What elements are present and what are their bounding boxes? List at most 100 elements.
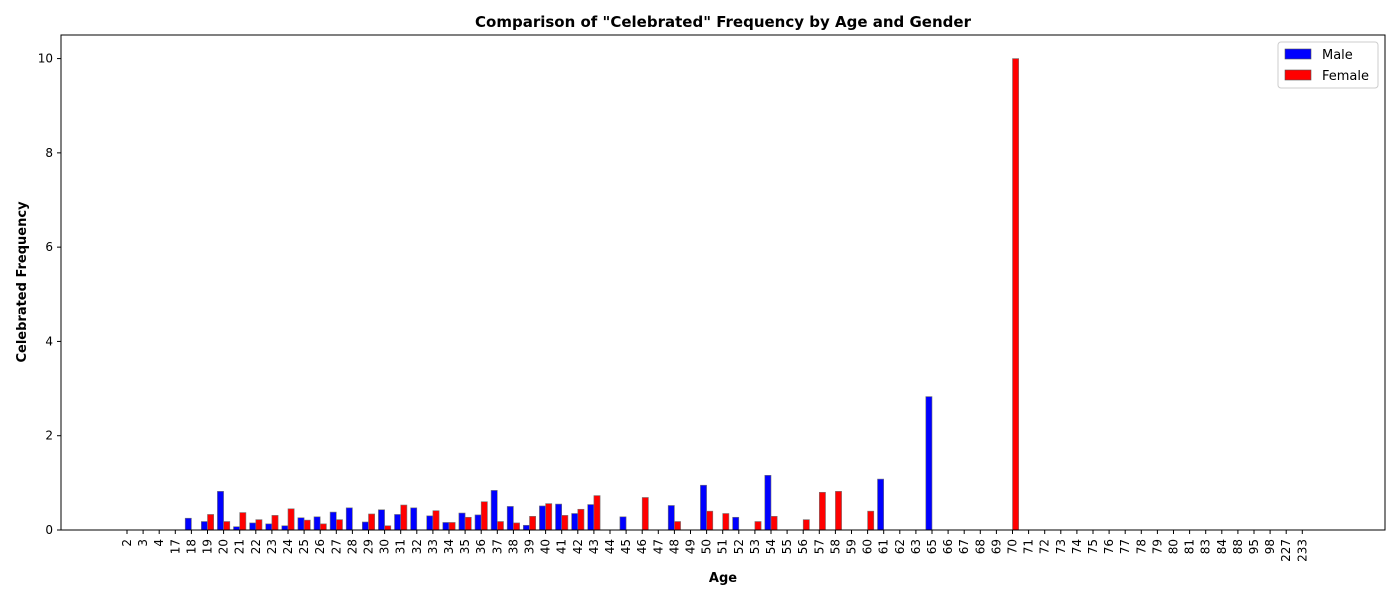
chart-title: Comparison of "Celebrated" Frequency by … xyxy=(475,13,972,31)
x-tick-label-40: 40 xyxy=(539,539,553,554)
bar-male-age-26 xyxy=(313,516,321,531)
bar-female-age-31 xyxy=(400,504,408,531)
bar-female-age-53 xyxy=(754,521,762,531)
bar-male-age-37 xyxy=(490,490,498,531)
bar-male-age-20 xyxy=(217,491,224,531)
x-tick-label-53: 53 xyxy=(748,539,762,554)
bar-female-age-58 xyxy=(835,491,842,531)
bar-female-age-40 xyxy=(545,503,553,531)
x-tick-label-58: 58 xyxy=(828,539,842,554)
y-tick-label: 4 xyxy=(45,334,53,348)
bar-female-age-24 xyxy=(287,508,295,531)
x-tick-label-57: 57 xyxy=(812,539,826,554)
bar-female-age-51 xyxy=(722,513,730,531)
x-axis-label: Age xyxy=(709,571,737,586)
bar-male-age-24 xyxy=(281,525,289,531)
x-tick-label-75: 75 xyxy=(1086,539,1100,554)
x-tick-label-32: 32 xyxy=(410,539,424,554)
bar-male-age-38 xyxy=(506,506,514,531)
x-tick-label-233: 233 xyxy=(1295,539,1309,562)
bar-male-age-32 xyxy=(410,507,418,531)
bar-female-age-27 xyxy=(335,519,343,531)
bar-female-age-41 xyxy=(561,515,569,531)
y-tick-label: 10 xyxy=(38,52,53,66)
bar-female-age-39 xyxy=(529,516,536,531)
legend-swatch-male xyxy=(1284,48,1312,60)
x-tick-label-25: 25 xyxy=(297,539,311,554)
bar-female-age-21 xyxy=(239,512,247,531)
x-tick-label-21: 21 xyxy=(233,539,247,554)
x-tick-label-4: 4 xyxy=(152,539,166,547)
x-tick-label-71: 71 xyxy=(1022,539,1036,554)
bar-male-age-31 xyxy=(394,514,401,531)
x-tick-label-51: 51 xyxy=(716,539,730,554)
x-tick-label-23: 23 xyxy=(265,539,279,554)
x-tick-label-83: 83 xyxy=(1199,539,1213,554)
bar-male-age-40 xyxy=(539,505,546,531)
x-tick-label-30: 30 xyxy=(378,539,392,554)
x-tick-label-52: 52 xyxy=(732,539,746,554)
bar-male-age-54 xyxy=(764,475,772,531)
x-tick-label-63: 63 xyxy=(909,539,923,554)
x-tick-label-35: 35 xyxy=(458,539,472,554)
x-tick-label-98: 98 xyxy=(1263,539,1277,554)
x-tick-label-26: 26 xyxy=(313,539,327,554)
x-tick-label-61: 61 xyxy=(877,539,891,554)
bar-male-age-34 xyxy=(442,522,450,531)
bar-male-age-22 xyxy=(249,522,257,531)
bar-female-age-50 xyxy=(706,510,714,531)
bar-male-age-30 xyxy=(378,509,385,531)
plot-frame xyxy=(60,34,1386,531)
x-tick-label-19: 19 xyxy=(201,539,215,554)
bar-female-age-36 xyxy=(480,501,488,531)
bar-male-age-35 xyxy=(458,512,466,531)
bar-male-age-48 xyxy=(667,505,675,531)
bar-female-age-46 xyxy=(641,497,649,531)
x-tick-label-33: 33 xyxy=(426,539,440,554)
x-tick-label-84: 84 xyxy=(1215,539,1229,554)
y-tick-label: 0 xyxy=(45,523,53,537)
bar-male-age-39 xyxy=(522,524,530,531)
x-tick-label-227: 227 xyxy=(1279,539,1293,562)
x-tick-label-20: 20 xyxy=(217,539,231,554)
x-tick-label-81: 81 xyxy=(1183,539,1197,554)
x-tick-label-60: 60 xyxy=(861,539,875,554)
x-tick-label-78: 78 xyxy=(1134,539,1148,554)
bar-female-age-34 xyxy=(448,522,456,531)
x-tick-label-46: 46 xyxy=(635,539,649,554)
x-tick-label-3: 3 xyxy=(136,539,150,547)
bar-male-age-25 xyxy=(297,517,305,531)
x-tick-label-74: 74 xyxy=(1070,539,1084,554)
bar-male-age-23 xyxy=(265,523,273,531)
x-tick-label-42: 42 xyxy=(571,539,585,554)
bar-female-age-29 xyxy=(368,513,375,531)
bar-female-age-30 xyxy=(384,525,392,531)
bar-female-age-54 xyxy=(770,516,778,531)
bar-female-age-48 xyxy=(674,521,681,531)
bar-male-age-41 xyxy=(555,503,562,531)
x-tick-label-56: 56 xyxy=(796,539,810,554)
bar-female-age-26 xyxy=(319,523,327,531)
x-tick-label-34: 34 xyxy=(442,539,456,554)
x-tick-label-73: 73 xyxy=(1054,539,1068,554)
x-tick-label-27: 27 xyxy=(329,539,343,554)
y-tick-label: 8 xyxy=(45,146,53,160)
x-tick-label-67: 67 xyxy=(957,539,971,554)
x-tick-label-88: 88 xyxy=(1231,539,1245,554)
x-tick-label-55: 55 xyxy=(780,539,794,554)
bar-female-age-35 xyxy=(464,516,472,531)
x-tick-label-45: 45 xyxy=(619,539,633,554)
bar-female-age-37 xyxy=(496,521,504,531)
x-tick-label-76: 76 xyxy=(1102,539,1116,554)
bar-female-age-22 xyxy=(255,519,263,531)
y-axis-label: Celebrated Frequency xyxy=(15,201,30,363)
x-tick-label-24: 24 xyxy=(281,539,295,554)
x-tick-label-18: 18 xyxy=(184,539,198,554)
x-tick-label-28: 28 xyxy=(345,539,359,554)
bar-male-age-29 xyxy=(361,521,369,531)
x-tick-label-95: 95 xyxy=(1247,539,1261,554)
x-tick-label-72: 72 xyxy=(1038,539,1052,554)
bar-male-age-19 xyxy=(201,521,208,531)
